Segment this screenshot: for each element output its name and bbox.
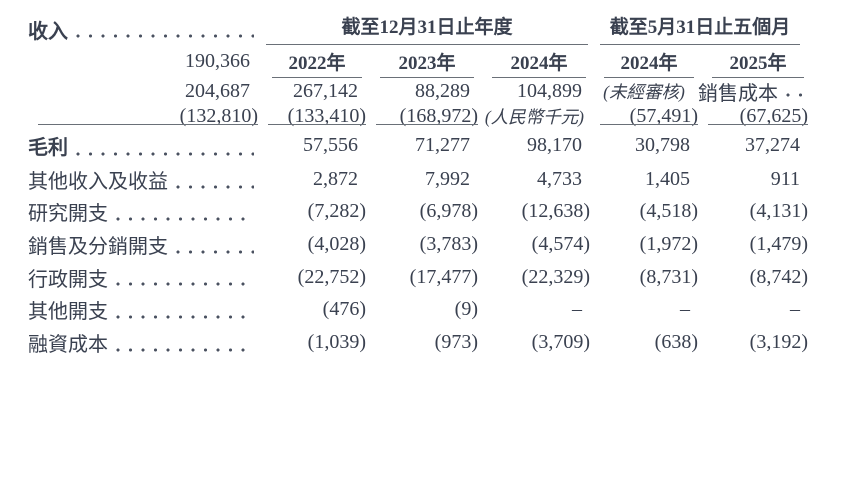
dot-leader bbox=[176, 228, 254, 261]
year-column-header-2025-5m: 2025年 bbox=[712, 45, 804, 78]
row-label: 融資成本 bbox=[28, 325, 258, 359]
value-cell: – bbox=[680, 298, 690, 321]
row-label: 行政開支 bbox=[28, 260, 258, 294]
value-cell: (8,742) bbox=[749, 265, 808, 288]
dot-leader bbox=[786, 78, 804, 104]
row-label: 銷售成本 bbox=[698, 78, 808, 104]
value-cell: (67,625) bbox=[698, 104, 808, 128]
row-label-text: 融資成本 bbox=[28, 333, 108, 356]
value-cell: 267,142 bbox=[293, 79, 358, 102]
value-cell: (133,410) bbox=[258, 104, 366, 128]
value-cell: 4,733 bbox=[537, 167, 582, 190]
unaudited-note: (未經審核) bbox=[603, 81, 685, 102]
value-cell: (3,783) bbox=[419, 232, 478, 255]
value-cell: 1,405 bbox=[645, 167, 690, 190]
value-cell: (7,282) bbox=[307, 200, 366, 223]
value-cell: (6,978) bbox=[419, 200, 478, 223]
value-cell: – bbox=[790, 298, 800, 321]
row-label: 其他開支 bbox=[28, 293, 258, 326]
row-label-text: 行政開支 bbox=[28, 268, 108, 291]
value-cell: (132,810) bbox=[28, 104, 258, 128]
value-cell: (638) bbox=[654, 330, 698, 353]
value-cell: (22,752) bbox=[297, 265, 366, 288]
value-cell: 104,899 bbox=[517, 79, 582, 102]
column-group-title-annual: 截至12月31日止年度 bbox=[266, 14, 588, 45]
year-column-header-2024: 2024年 bbox=[492, 45, 586, 78]
row-label-text: 收入 bbox=[28, 21, 68, 43]
row-label: 毛利 bbox=[28, 128, 258, 163]
value-cell: (4,574) bbox=[531, 232, 590, 255]
value-cell: (22,329) bbox=[521, 265, 590, 288]
dot-leader bbox=[116, 325, 254, 359]
value-cell: (4,028) bbox=[307, 232, 366, 255]
value-cell: 88,289 bbox=[415, 79, 470, 102]
value-cell: (3,709) bbox=[531, 330, 590, 353]
value-cell: 911 bbox=[770, 167, 800, 190]
value-cell: (12,638) bbox=[521, 200, 590, 223]
value-cell: 204,687 bbox=[185, 79, 250, 102]
value-cell: (4,518) bbox=[639, 200, 698, 223]
value-cell: (1,039) bbox=[307, 330, 366, 353]
value-cell: 57,556 bbox=[303, 134, 358, 156]
value-cell: 7,992 bbox=[425, 167, 470, 190]
financial-summary-table: 截至12月31日止年度 截至5月31日止五個月 2022年 2023年 2024… bbox=[28, 14, 808, 359]
value-cell: (3,192) bbox=[749, 330, 808, 353]
row-label: 其他收入及收益 bbox=[28, 163, 258, 196]
dot-leader bbox=[116, 260, 254, 294]
dot-leader bbox=[76, 14, 254, 45]
row-label: 銷售及分銷開支 bbox=[28, 228, 258, 261]
value-cell: 98,170 bbox=[527, 134, 582, 156]
value-cell: (168,972) bbox=[366, 104, 478, 128]
dot-leader bbox=[116, 293, 254, 326]
value-cell: (4,131) bbox=[749, 200, 808, 223]
value-cell: 71,277 bbox=[415, 134, 470, 156]
value-cell: (476) bbox=[322, 298, 366, 321]
year-column-header-2023: 2023年 bbox=[380, 45, 474, 78]
dot-leader bbox=[176, 163, 254, 196]
row-label-text: 毛利 bbox=[28, 137, 68, 159]
row-label-text: 銷售成本 bbox=[698, 82, 778, 105]
value-cell: (57,491) bbox=[590, 104, 698, 128]
row-label: 收入 bbox=[28, 14, 258, 45]
row-label: 研究開支 bbox=[28, 195, 258, 229]
currency-unit-note: (人民幣千元) bbox=[484, 106, 584, 127]
value-cell: (973) bbox=[434, 330, 478, 353]
value-cell: (17,477) bbox=[409, 265, 478, 288]
row-label-text: 其他開支 bbox=[28, 301, 108, 324]
dot-leader bbox=[76, 128, 254, 163]
dot-leader bbox=[116, 195, 254, 229]
value-cell: (8,731) bbox=[639, 265, 698, 288]
value-cell: 37,274 bbox=[745, 134, 800, 156]
value-cell: (1,972) bbox=[639, 232, 698, 255]
value-cell: (9) bbox=[454, 298, 478, 321]
value-cell: (1,479) bbox=[749, 232, 808, 255]
row-label-text: 銷售及分銷開支 bbox=[28, 235, 168, 258]
value-cell: 2,872 bbox=[313, 167, 358, 190]
column-group-title-five-months: 截至5月31日止五個月 bbox=[600, 14, 800, 45]
value-cell: 190,366 bbox=[185, 50, 250, 72]
row-label-text: 其他收入及收益 bbox=[28, 170, 168, 193]
year-column-header-2022: 2022年 bbox=[272, 45, 362, 78]
value-cell: 30,798 bbox=[635, 134, 690, 156]
year-column-header-2024-5m: 2024年 bbox=[604, 45, 694, 78]
row-label-text: 研究開支 bbox=[28, 203, 108, 226]
value-cell: – bbox=[572, 298, 582, 321]
